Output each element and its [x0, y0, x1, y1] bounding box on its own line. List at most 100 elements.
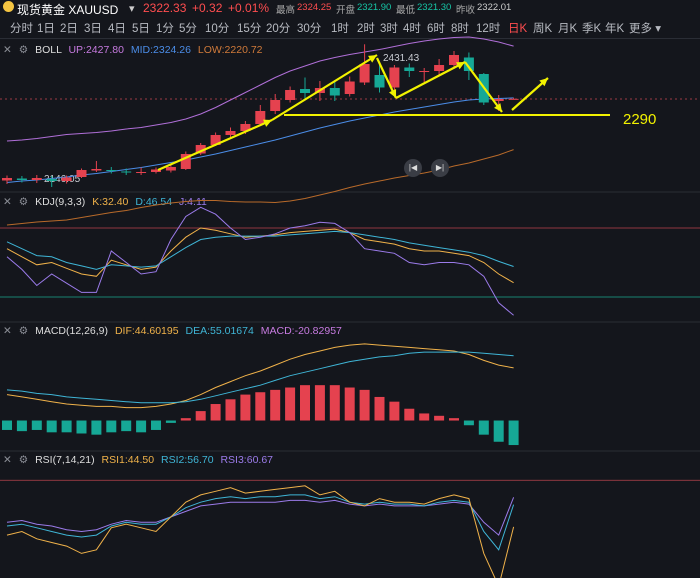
kdj-j-value: J:4.11 [179, 196, 207, 208]
macd-histogram-bar [463, 420, 474, 426]
candle-body [195, 145, 206, 154]
macd-histogram-bar [210, 404, 221, 421]
candle-body [16, 178, 27, 180]
tab-22[interactable]: 季K [582, 23, 602, 35]
macd-histogram-bar [255, 392, 266, 421]
macd-histogram-bar [419, 413, 430, 421]
tab-19[interactable]: 日K [508, 23, 528, 35]
macd-histogram-bar [195, 411, 206, 421]
macd-histogram-bar [91, 420, 102, 435]
macd-histogram-bar [374, 396, 385, 421]
close-panel-icon[interactable]: ✕ [3, 325, 12, 337]
macd-histogram-bar [106, 420, 117, 433]
tab-20[interactable]: 周K [533, 23, 553, 35]
macd-dea-value: DEA:55.01674 [185, 325, 254, 337]
open-label: 开盘 [336, 5, 356, 16]
macd-dif-value: DIF:44.60195 [114, 325, 179, 337]
open-value: 2321.90 [357, 2, 392, 13]
macd-histogram-bar [508, 420, 519, 446]
tab-10[interactable]: 20分 [266, 23, 291, 35]
macd-histogram-bar [285, 387, 296, 421]
macd-legend: ✕ ⚙ MACD(12,26,9) DIF:44.60195 DEA:55.01… [3, 325, 342, 337]
rsi-legend: ✕ ⚙ RSI(7,14,21) RSI1:44.50 RSI2:56.70 R… [3, 454, 273, 466]
macd-histogram-bar [225, 399, 236, 421]
candle-body [136, 172, 147, 173]
tab-7[interactable]: 5分 [179, 23, 197, 35]
tab-0[interactable]: 分时 [10, 23, 33, 35]
tab-24[interactable]: 更多 ▾ [629, 23, 661, 35]
trend-arrow-1 [157, 118, 273, 172]
tab-5[interactable]: 5日 [132, 23, 150, 35]
candle-body [180, 154, 191, 169]
candle-body [434, 65, 445, 71]
kdj-d-line [6, 230, 514, 270]
tab-12[interactable]: 1时 [331, 23, 349, 35]
tab-1[interactable]: 1日 [37, 23, 55, 35]
macd-histogram-bar [240, 394, 251, 421]
candle-body [374, 75, 385, 88]
trend-arrow-1-head [263, 119, 272, 127]
trend-arrow-2-head [368, 55, 377, 63]
macd-histogram-bar [151, 420, 161, 430]
candle-body [240, 124, 251, 131]
tab-8[interactable]: 10分 [205, 23, 230, 35]
candle-body [2, 178, 12, 181]
candle-body [225, 131, 236, 135]
candle-body [508, 98, 519, 100]
trend-arrow-3-head [388, 89, 397, 98]
tab-11[interactable]: 30分 [297, 23, 322, 35]
settings-icon[interactable]: ⚙ [18, 196, 29, 208]
macd-histogram-bar [493, 420, 504, 442]
tab-4[interactable]: 4日 [108, 23, 126, 35]
kdj-j-line [6, 206, 514, 316]
tab-23[interactable]: 年K [605, 23, 625, 35]
symbol-title[interactable]: 现货黄金 XAUUSD [17, 3, 119, 17]
gold-coin-icon [3, 1, 14, 12]
tab-2[interactable]: 2日 [60, 23, 78, 35]
scroll-back-button[interactable]: |◀ [404, 159, 422, 177]
dropdown-caret-icon[interactable]: ▾ [129, 3, 135, 15]
macd-histogram-bar [76, 420, 87, 434]
macd-hist-value: MACD:-20.82957 [260, 325, 342, 337]
tab-21[interactable]: 月K [558, 23, 578, 35]
macd-histogram-bar [180, 418, 191, 421]
scroll-forward-button[interactable]: ▶| [431, 159, 449, 177]
candle-body [106, 170, 117, 171]
last-price: 2322.33 [143, 1, 187, 15]
rsi1-value: RSI1:44.50 [101, 454, 155, 466]
tab-3[interactable]: 3日 [84, 23, 102, 35]
macd-histogram-bar [46, 420, 57, 433]
tab-17[interactable]: 8时 [451, 23, 469, 35]
candle-body [449, 55, 459, 65]
candle-body [329, 88, 340, 96]
trend-arrow-4 [395, 61, 466, 99]
settings-icon[interactable]: ⚙ [18, 44, 29, 56]
low-label: 最低 [396, 5, 416, 16]
kdj-k-value: K:32.40 [92, 196, 129, 208]
tab-15[interactable]: 4时 [403, 23, 421, 35]
macd-histogram-bar [329, 385, 340, 421]
close-panel-icon[interactable]: ✕ [3, 196, 12, 208]
candle-body [210, 135, 221, 145]
macd-histogram-bar [136, 420, 147, 433]
settings-icon[interactable]: ⚙ [18, 454, 29, 466]
candle-body [270, 100, 281, 111]
tab-18[interactable]: 12时 [476, 23, 501, 35]
tab-14[interactable]: 3时 [380, 23, 398, 35]
boll-mid-line [6, 97, 514, 183]
settings-icon[interactable]: ⚙ [18, 325, 29, 337]
tab-6[interactable]: 1分 [156, 23, 174, 35]
tab-16[interactable]: 6时 [427, 23, 445, 35]
close-panel-icon[interactable]: ✕ [3, 44, 12, 56]
boll-low-value: LOW:2220.72 [197, 44, 263, 56]
candle-body [359, 64, 370, 83]
macd-histogram-bar [389, 401, 400, 421]
tab-9[interactable]: 15分 [237, 23, 262, 35]
candle-body [76, 170, 87, 177]
candle-body [255, 111, 266, 124]
macd-histogram-bar [344, 387, 355, 421]
close-panel-icon[interactable]: ✕ [3, 454, 12, 466]
tab-13[interactable]: 2时 [357, 23, 375, 35]
macd-histogram-bar [434, 415, 445, 421]
